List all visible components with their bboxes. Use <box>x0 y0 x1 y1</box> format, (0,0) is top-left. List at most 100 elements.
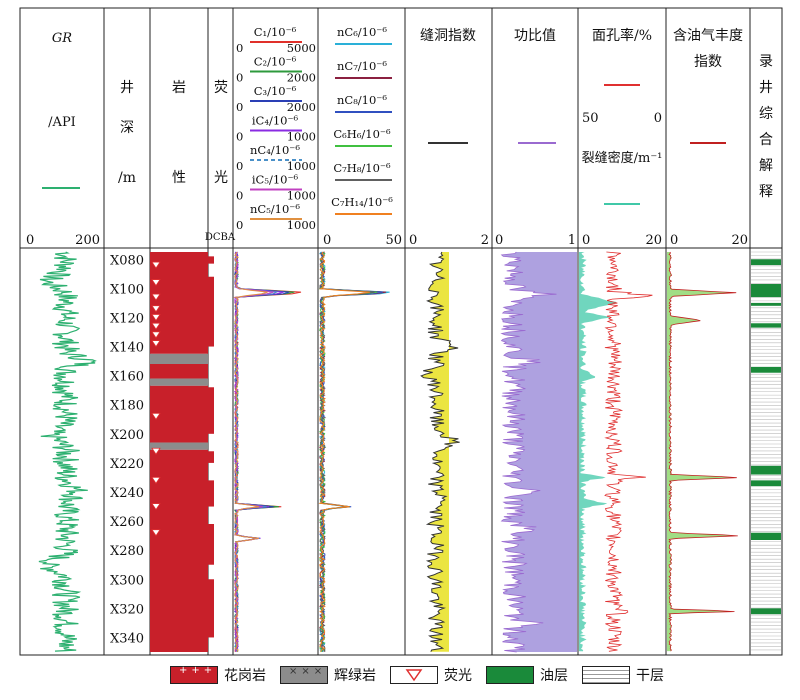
depth-label: X320 <box>110 602 144 617</box>
depth-title-char: /m <box>118 170 136 186</box>
fluorescence-marker <box>151 314 161 322</box>
oil-layer-band <box>751 284 781 298</box>
fluorescence-title-char: 光 <box>214 170 228 186</box>
power-curve <box>500 251 557 653</box>
vug-scale-min: 0 <box>409 233 417 248</box>
depth-label: X120 <box>110 311 144 326</box>
gr-scale-max: 200 <box>75 233 100 248</box>
gas1-label: iC₅/10⁻⁶ <box>252 173 299 187</box>
porosity-scale-right: 0 <box>654 111 662 126</box>
fluorescence-marker <box>151 447 161 455</box>
depth-label: X240 <box>110 486 144 501</box>
gas2-curve <box>318 251 378 653</box>
fluorescence-bar <box>208 480 214 507</box>
gas2-curve <box>319 251 387 652</box>
gas1-label: C₁/10⁻⁶ <box>254 25 297 39</box>
gr-title: GR <box>52 31 72 46</box>
gas1-scale-min: 0 <box>236 41 243 55</box>
diabase-swatch: ××× <box>280 666 328 684</box>
gas1-label: nC₅/10⁻⁶ <box>250 202 300 216</box>
depth-label: X100 <box>110 282 144 297</box>
oil-layer-band <box>751 366 781 373</box>
gas1-curve <box>234 251 290 653</box>
lithology-title-char: 性 <box>172 170 186 186</box>
gas2-label: nC₈/10⁻⁶ <box>337 93 387 107</box>
power-title: 功比值 <box>514 28 556 44</box>
interpretation-title-char: 解 <box>759 158 773 174</box>
gas1-curve <box>233 251 274 652</box>
legend-dry-layer: 干层 <box>582 665 664 685</box>
fluorescence-title-char: 荧 <box>214 79 228 96</box>
fluorescence-marker <box>151 529 161 537</box>
lithology-granite <box>150 449 208 652</box>
legend-fluorescence-label: 荧光 <box>444 668 472 684</box>
interpretation-title-char: 合 <box>759 132 773 148</box>
gas1-scale-max: 2000 <box>287 100 316 114</box>
fluorescence-grades: DCBA <box>205 232 236 243</box>
vug-fill <box>421 252 460 652</box>
oil-layer-band <box>751 480 781 487</box>
lithology-granite <box>150 252 208 354</box>
granite-swatch: +++ <box>170 665 218 684</box>
depth-label: X260 <box>110 515 144 530</box>
oil-layer-swatch <box>486 666 534 684</box>
legend-diabase: ××× 辉绿岩 <box>280 665 376 685</box>
lithology-diabase <box>150 353 208 364</box>
depth-label: X220 <box>110 457 144 472</box>
gas1-label: nC₄/10⁻⁶ <box>250 143 300 157</box>
oil-layer-band <box>751 302 781 306</box>
gas1-scale-min: 0 <box>236 71 243 85</box>
oil-layer-band <box>751 323 781 328</box>
interpretation-title-char: 综 <box>759 106 773 122</box>
depth-label: X080 <box>110 253 144 268</box>
outer-frame <box>19 7 783 656</box>
lithology-diabase <box>150 378 208 386</box>
gas2-label: C₆H₆/10⁻⁶ <box>333 127 391 141</box>
gas1-curve <box>233 251 268 652</box>
depth-label: X160 <box>110 370 144 385</box>
gas1-scale-min: 0 <box>236 218 243 232</box>
power-fill <box>501 252 577 652</box>
fluorescence-marker <box>151 331 161 339</box>
fluorescence-marker <box>151 322 161 330</box>
oil-curve <box>668 251 738 652</box>
oil-fill <box>667 252 738 652</box>
oil-scale-min: 0 <box>670 233 678 248</box>
oil-layer-band <box>751 259 781 266</box>
gas1-scale-max: 1000 <box>287 130 316 144</box>
power-scale-max: 1 <box>568 233 576 248</box>
oil-scale-max: 20 <box>731 233 748 248</box>
vug-scale-max: 2 <box>481 233 489 248</box>
gas1-curve <box>233 251 279 652</box>
fluorescence-bar <box>208 276 214 347</box>
legend-granite: +++ 花岗岩 <box>170 665 266 685</box>
fluorescence-marker <box>151 305 161 313</box>
fluorescence-bar <box>208 256 214 264</box>
porosity-title: 面孔率/% <box>592 27 652 44</box>
fracture-title: 裂缝密度/m⁻¹ <box>582 150 663 166</box>
power-scale-min: 0 <box>495 233 503 248</box>
dry-layer-swatch <box>582 666 630 684</box>
depth-label: X180 <box>110 399 144 414</box>
fluorescence-marker <box>151 279 161 287</box>
gas2-label: nC₇/10⁻⁶ <box>337 59 387 73</box>
fluorescence-marker <box>151 340 161 348</box>
depth-label: X200 <box>110 428 144 443</box>
oil-layer-band <box>751 608 781 615</box>
oil-title-1: 含油气丰度 <box>673 28 743 44</box>
legend-fluorescence: 荧光 <box>390 665 472 685</box>
porosity-curve <box>604 251 653 652</box>
gas1-scale-min: 0 <box>236 189 243 203</box>
lithology-diabase <box>150 442 208 450</box>
fracture-scale-max: 20 <box>645 233 662 248</box>
fluorescence-marker <box>151 476 161 485</box>
depth-title-char: 深 <box>120 120 134 136</box>
gas2-curve <box>318 251 375 652</box>
gr-scale-min: 0 <box>26 233 34 248</box>
fluorescence-marker <box>151 293 161 301</box>
legend-granite-label: 花岗岩 <box>224 668 266 684</box>
interpretation-title-char: 录 <box>759 54 773 70</box>
depth-title-char: 井 <box>120 80 134 96</box>
legend-dry-layer-label: 干层 <box>636 668 664 684</box>
